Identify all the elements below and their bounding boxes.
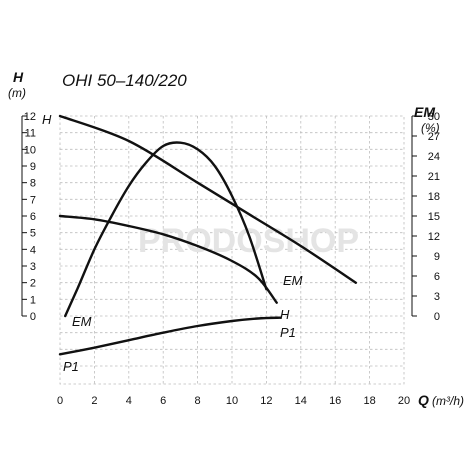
y-right-tick-label: 18 [428,191,440,203]
y-left-tick-label: 3 [30,261,36,273]
y-left-tick-label: 9 [30,161,36,173]
y-right-tick-label: 3 [434,291,440,303]
y-right-tick-label: 9 [434,251,440,263]
y-right-tick-labels: 0 3 6 9 12 15 18 21 24 27 30 [411,111,440,323]
y-left-tick-label: 1 [30,294,36,306]
y-left-tick-label: 10 [24,144,36,156]
x-tick-label: 20 [398,395,410,407]
y-right-tick-label: 27 [428,131,440,143]
y-right-tick-label: 30 [428,111,440,123]
x-tick-label: 12 [260,395,272,407]
y-right-axis-unit: (%) [421,121,440,135]
curves [58,114,357,356]
y-right-tick-label: 24 [428,151,440,163]
y-left-tick-label: 2 [30,278,36,290]
x-tick-label: 10 [226,395,238,407]
x-tick-label: 8 [195,395,201,407]
h-curve-straight [58,114,357,284]
series-label-p1-left: P1 [63,359,79,374]
series-label-h-lower: H [280,307,290,322]
y-left-tick-label: 8 [30,178,36,190]
y-right-tick-label: 21 [428,171,440,183]
chart-title: OHI 50–140/220 [62,71,187,90]
y-left-tick-label: 5 [30,228,36,240]
x-tick-labels: 0 2 4 6 8 10 12 14 16 18 20 [57,395,410,407]
watermark: PRODOSHOP [138,222,359,260]
y-right-tick-label: 0 [434,311,440,323]
y-left-axis-unit: (m) [8,86,26,100]
x-axis-symbol: Q [418,392,429,408]
x-tick-label: 14 [295,395,307,407]
x-tick-label: 0 [57,395,63,407]
y-right-axis-symbol: EM [414,104,435,120]
x-tick-label: 18 [363,395,375,407]
x-tick-label: 2 [91,395,97,407]
x-axis-unit: (m³/h) [432,394,464,408]
y-left-tick-label: 11 [25,128,36,140]
series-label-em-top: EM [283,273,303,288]
h-curve [58,214,278,304]
y-right-tick-label: 15 [428,211,440,223]
y-left-tick-label: 6 [30,211,36,223]
y-left-tick-label: 7 [30,194,36,206]
x-tick-label: 16 [329,395,341,407]
x-tick-label: 4 [126,395,132,407]
y-left-axis-symbol: H [13,69,24,85]
y-left-tick-label: 0 [30,311,36,323]
series-label-p1-right: P1 [280,325,296,340]
em-curve [64,141,268,318]
y-right-tick-label: 12 [428,231,440,243]
y-right-tick-label: 6 [434,271,440,283]
x-tick-label: 6 [160,395,166,407]
series-label-h: H [42,112,52,127]
p1-curve [58,316,282,356]
y-left-tick-label: 12 [24,111,36,123]
grid [59,115,405,385]
y-left-tick-label: 4 [30,244,36,256]
series-label-em: EM [72,314,92,329]
